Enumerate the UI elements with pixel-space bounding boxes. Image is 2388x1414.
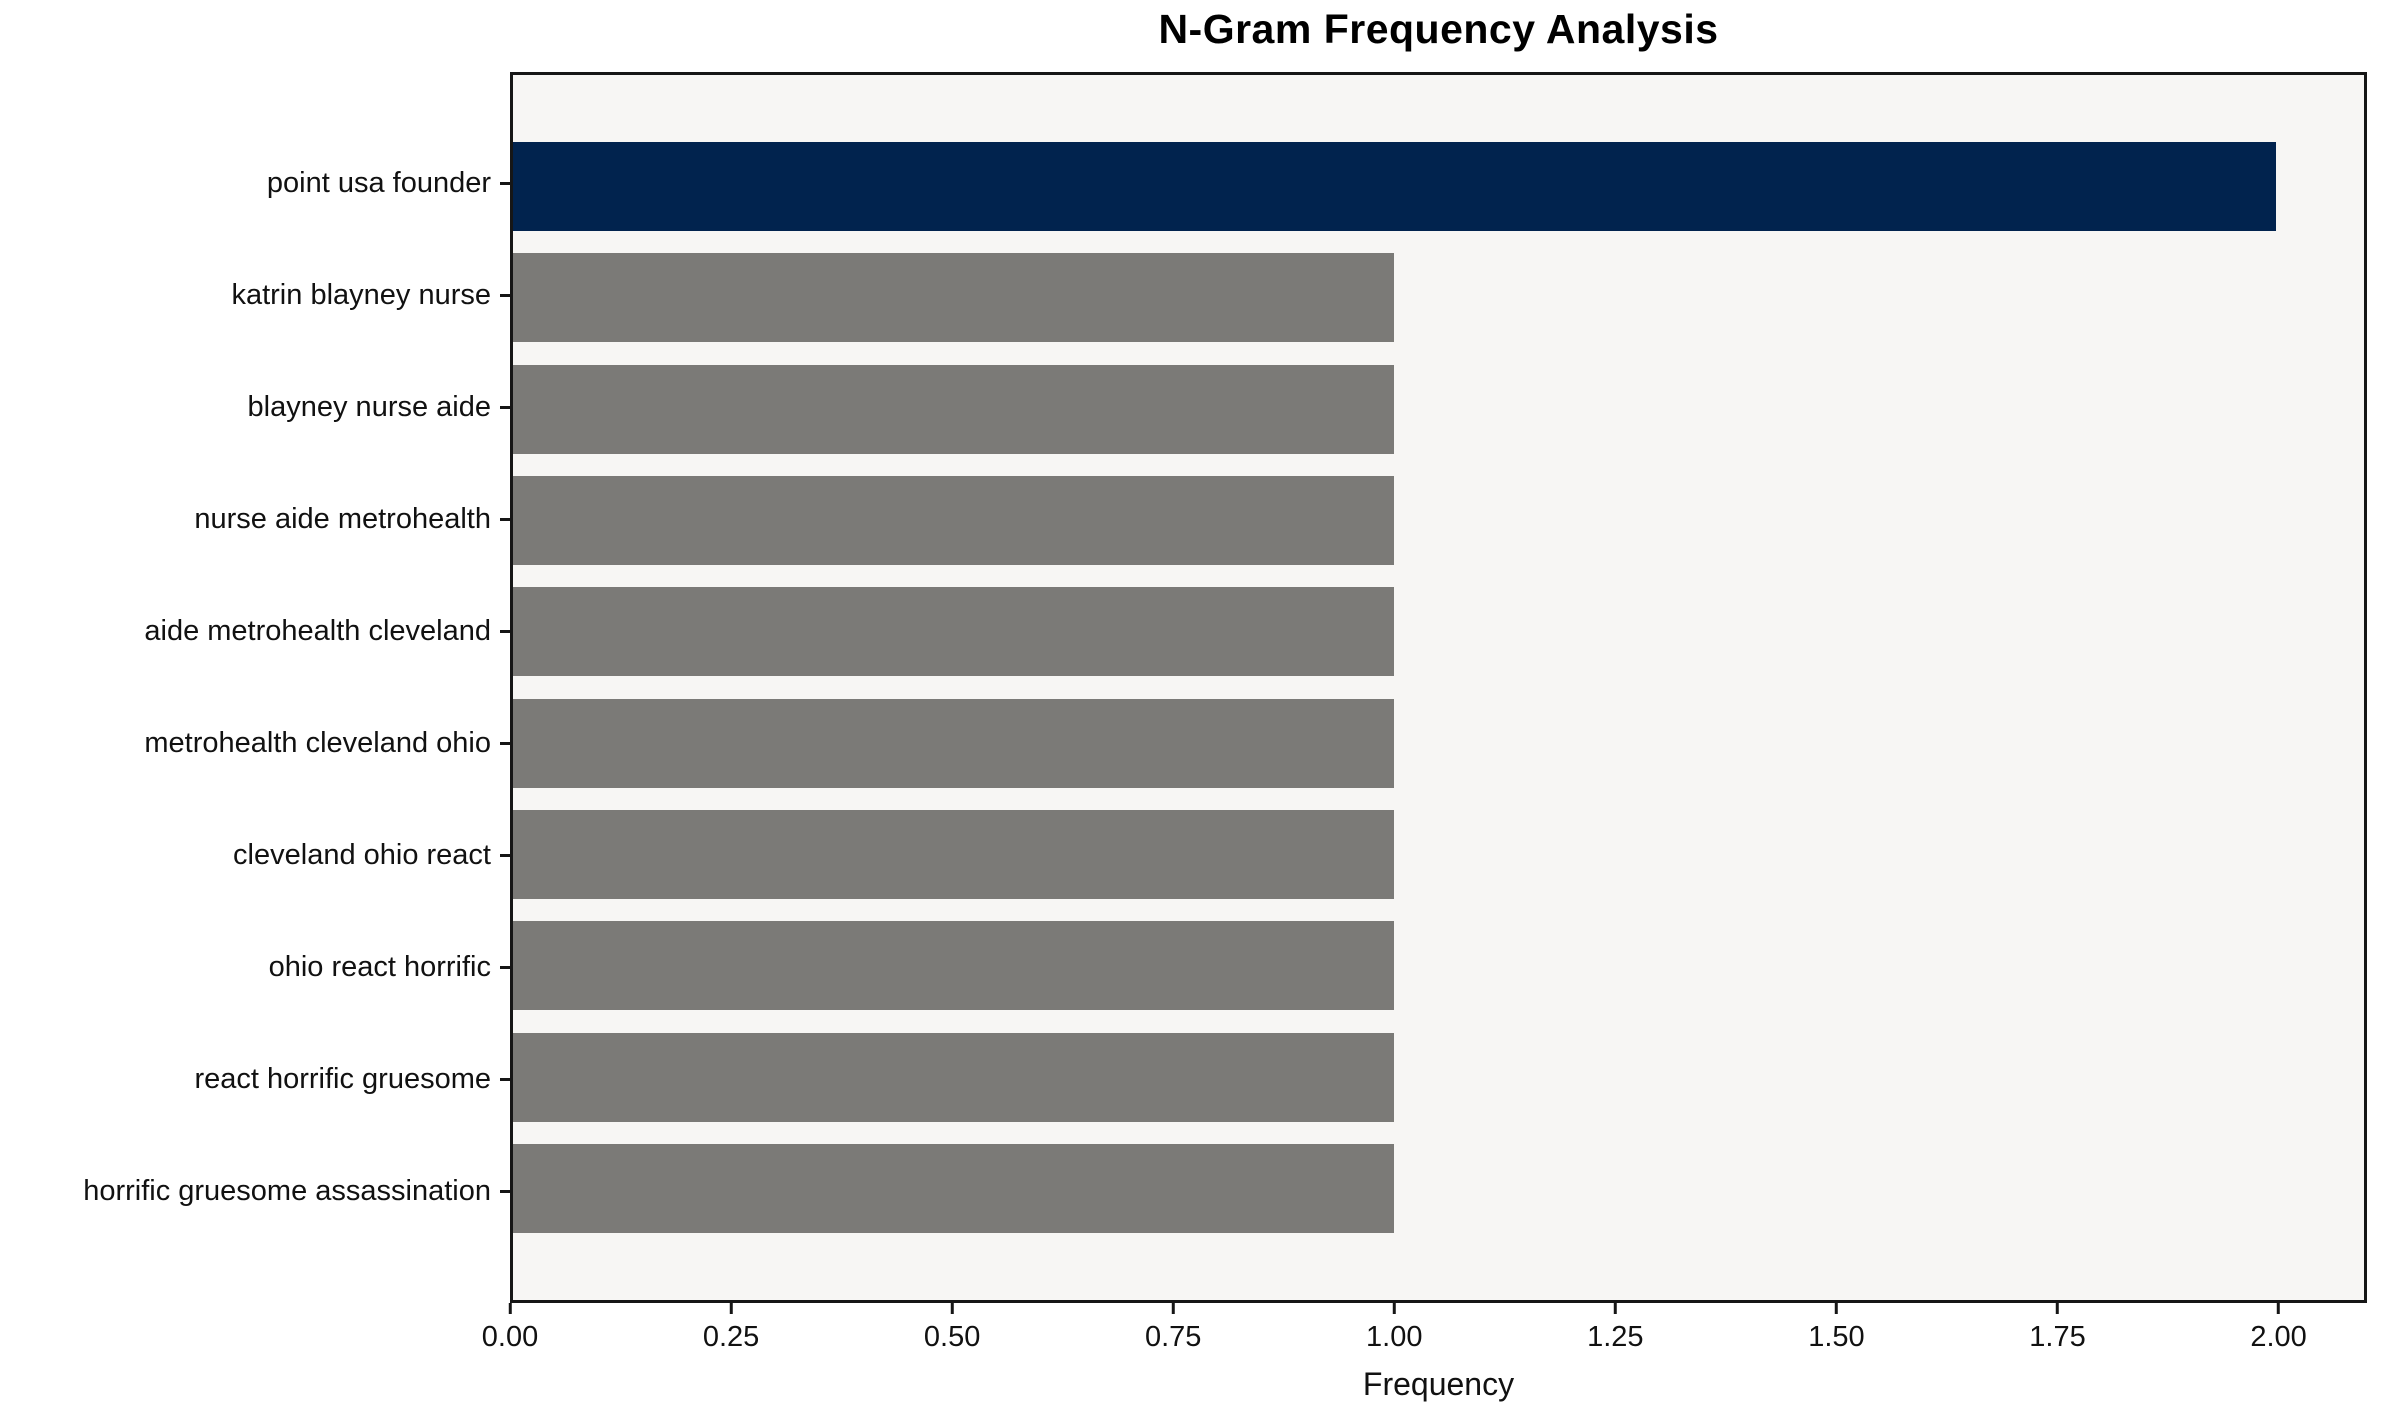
x-tick-label: 1.25 [1587,1321,1644,1353]
bar [513,476,1395,566]
y-tick-mark [500,406,510,410]
bar-row [513,242,2364,353]
x-tick: 2.00 [2250,1303,2307,1354]
y-label-row: horrific gruesome assassination [0,1135,510,1247]
y-tick-mark [500,182,510,186]
bar-row [513,354,2364,465]
bar-row [513,131,2364,242]
y-tick-label: horrific gruesome assassination [83,1174,491,1207]
plot-area [510,72,2367,1303]
y-tick-label: ohio react horrific [268,950,491,983]
x-tick-label: 0.75 [1144,1321,1202,1353]
bar-row [513,687,2364,798]
bar-row [513,910,2364,1021]
x-tick-label: 0.25 [702,1321,760,1353]
x-tick: 1.75 [2029,1303,2086,1354]
x-tick: 0.00 [482,1303,538,1354]
x-tick-mark [2055,1303,2059,1314]
bar-row [513,799,2364,910]
x-tick: 0.50 [924,1303,980,1354]
x-tick: 1.50 [1808,1303,1865,1354]
x-tick: 0.75 [1145,1303,1201,1354]
x-tick-label: 2.00 [2250,1321,2307,1353]
y-tick-label: katrin blayney nurse [231,279,491,312]
y-tick-mark [500,853,510,857]
y-label-row: katrin blayney nurse [0,240,510,352]
x-tick-mark [508,1303,512,1314]
x-tick-mark [1834,1303,1838,1314]
y-tick-label: metrohealth cleveland ohio [144,726,491,759]
bars-container [513,75,2364,1300]
bar [513,253,1395,343]
x-tick-mark [729,1303,733,1314]
bar [513,1032,1395,1122]
y-tick-mark [500,1077,510,1081]
y-label-row: nurse aide metrohealth [0,464,510,576]
y-tick-mark [500,741,510,745]
y-label-row: cleveland ohio react [0,799,510,911]
x-tick-mark [950,1303,954,1314]
x-tick-label: 1.75 [2029,1321,2086,1353]
x-tick-label: 1.00 [1366,1321,1423,1353]
x-tick-label: 0.50 [923,1321,981,1353]
bar [513,921,1395,1011]
y-tick-mark [500,630,510,634]
y-axis-labels: point usa founder katrin blayney nurse bla… [0,72,510,1303]
y-tick-label: react horrific gruesome [194,1062,491,1095]
x-tick: 0.25 [703,1303,759,1354]
y-tick-mark [500,518,510,522]
bar-row [513,1133,2364,1244]
x-tick-mark [1171,1303,1175,1314]
bar [513,1143,1395,1233]
y-tick-label: nurse aide metrohealth [194,503,491,536]
x-tick-mark [1613,1303,1617,1314]
y-label-row: aide metrohealth cleveland [0,576,510,688]
y-label-row: react horrific gruesome [0,1023,510,1135]
x-tick: 1.00 [1366,1303,1423,1354]
x-tick-label: 0.00 [481,1321,539,1353]
bar-row [513,576,2364,687]
y-label-row: blayney nurse aide [0,352,510,464]
bar-row [513,1021,2364,1132]
y-tick-label: aide metrohealth cleveland [144,615,491,648]
x-tick: 1.25 [1587,1303,1644,1354]
y-tick-mark [500,965,510,969]
x-tick-mark [1392,1303,1396,1314]
y-label-row: ohio react horrific [0,911,510,1023]
bar [513,698,1395,788]
x-tick-mark [2277,1303,2281,1314]
y-tick-label: point usa founder [266,167,491,200]
x-axis-label: Frequency [1362,1366,1515,1402]
x-axis: 0.00 0.25 0.50 0.75 1.00 1.25 1.50 1.75 2.00 [482,1303,2367,1373]
y-tick-mark [500,1189,510,1193]
bar-row [513,465,2364,576]
chart-title: N-Gram Frequency Analysis [1158,6,1719,52]
y-label-row: metrohealth cleveland ohio [0,688,510,800]
y-tick-label: cleveland ohio react [233,838,491,871]
x-tick-label: 1.50 [1808,1321,1865,1353]
y-label-row: point usa founder [0,128,510,240]
y-tick-label: blayney nurse aide [247,391,491,424]
bar [513,364,1395,454]
y-tick-mark [500,294,510,298]
bar [513,809,1395,899]
bar [513,142,2276,232]
bar [513,587,1395,677]
